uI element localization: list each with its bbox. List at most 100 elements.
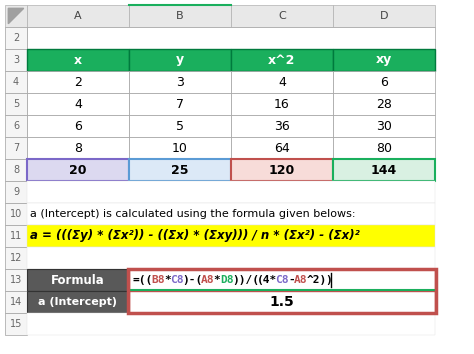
Text: )-(: )-( [182, 275, 203, 285]
Text: 10: 10 [10, 209, 22, 219]
Text: 16: 16 [274, 97, 290, 110]
Text: a = (((Σy) * (Σx²)) - ((Σx) * (Σxy))) / n * (Σx²) - (Σx)²: a = (((Σy) * (Σx²)) - ((Σx) * (Σxy))) / … [30, 229, 360, 242]
Text: 25: 25 [171, 164, 189, 177]
Text: 5: 5 [13, 99, 19, 109]
Bar [5, 115, 27, 137]
Text: A8: A8 [294, 275, 308, 285]
Bar [333, 137, 435, 159]
Text: 7: 7 [176, 97, 184, 110]
Bar [231, 49, 333, 71]
Text: 1.5: 1.5 [270, 295, 294, 309]
Text: 20: 20 [69, 164, 87, 177]
Bar [333, 49, 435, 71]
Text: -: - [288, 275, 295, 285]
Text: C8: C8 [275, 275, 289, 285]
Text: 2: 2 [74, 75, 82, 88]
Bar [27, 269, 129, 291]
Text: *: * [164, 275, 171, 285]
Bar [5, 93, 27, 115]
Bar [129, 137, 231, 159]
Bar [129, 269, 435, 291]
Bar [129, 49, 231, 71]
Bar [27, 49, 129, 71]
Text: 7: 7 [13, 143, 19, 153]
Text: ): ) [325, 275, 332, 285]
Text: 8: 8 [13, 165, 19, 175]
Text: ^2): ^2) [307, 275, 327, 285]
Text: *: * [214, 275, 220, 285]
Text: D8: D8 [220, 275, 233, 285]
Bar [333, 159, 435, 181]
Bar [129, 115, 231, 137]
Text: 5: 5 [176, 120, 184, 132]
Bar [27, 291, 129, 313]
Bar [333, 93, 435, 115]
Text: (4*: (4* [257, 275, 277, 285]
Bar [27, 313, 435, 335]
Bar [129, 93, 231, 115]
Bar [27, 71, 129, 93]
Text: y: y [176, 53, 184, 67]
Bar [5, 159, 27, 181]
Text: 64: 64 [274, 142, 290, 154]
Bar [27, 181, 435, 203]
Text: B: B [176, 11, 184, 21]
Text: Formula: Formula [51, 274, 105, 286]
Bar [27, 115, 129, 137]
Text: 120: 120 [269, 164, 295, 177]
Text: 6: 6 [74, 120, 82, 132]
Bar [128, 269, 436, 313]
Text: C: C [278, 11, 286, 21]
Bar [5, 137, 27, 159]
Bar [27, 5, 129, 27]
Text: 3: 3 [13, 55, 19, 65]
Bar [333, 5, 435, 27]
Bar [27, 137, 129, 159]
Text: a (Intercept): a (Intercept) [38, 297, 118, 307]
Text: C8: C8 [170, 275, 184, 285]
Bar [5, 71, 27, 93]
Text: 4: 4 [13, 77, 19, 87]
Bar [27, 225, 435, 247]
Text: a (Intercept) is calculated using the formula given belows:: a (Intercept) is calculated using the fo… [30, 209, 356, 219]
Text: 11: 11 [10, 231, 22, 241]
Text: 12: 12 [10, 253, 22, 263]
Text: 8: 8 [74, 142, 82, 154]
Text: 4: 4 [278, 75, 286, 88]
Polygon shape [9, 8, 24, 24]
Bar [5, 203, 27, 225]
Text: 80: 80 [376, 142, 392, 154]
Bar [231, 159, 333, 181]
Text: A: A [74, 11, 82, 21]
Bar [231, 71, 333, 93]
Text: 14: 14 [10, 297, 22, 307]
Bar [333, 115, 435, 137]
Text: 2: 2 [13, 33, 19, 43]
Text: 30: 30 [376, 120, 392, 132]
Bar [129, 5, 231, 27]
Bar [231, 5, 333, 27]
Text: xy: xy [376, 53, 392, 67]
Bar [5, 247, 27, 269]
Bar [231, 137, 333, 159]
Text: x: x [74, 53, 82, 67]
Bar [129, 291, 435, 313]
Bar [5, 269, 27, 291]
Text: 4: 4 [74, 97, 82, 110]
Bar [5, 313, 27, 335]
Text: 10: 10 [172, 142, 188, 154]
Text: x^2: x^2 [268, 53, 296, 67]
Text: A8: A8 [201, 275, 215, 285]
Bar [27, 93, 129, 115]
Bar [129, 159, 231, 181]
Bar [27, 27, 435, 49]
Text: 6: 6 [380, 75, 388, 88]
Text: 13: 13 [10, 275, 22, 285]
Text: 6: 6 [13, 121, 19, 131]
Bar [27, 247, 435, 269]
Bar [5, 181, 27, 203]
Bar [231, 115, 333, 137]
Text: B8: B8 [152, 275, 165, 285]
Text: 144: 144 [371, 164, 397, 177]
Text: 15: 15 [10, 319, 22, 329]
